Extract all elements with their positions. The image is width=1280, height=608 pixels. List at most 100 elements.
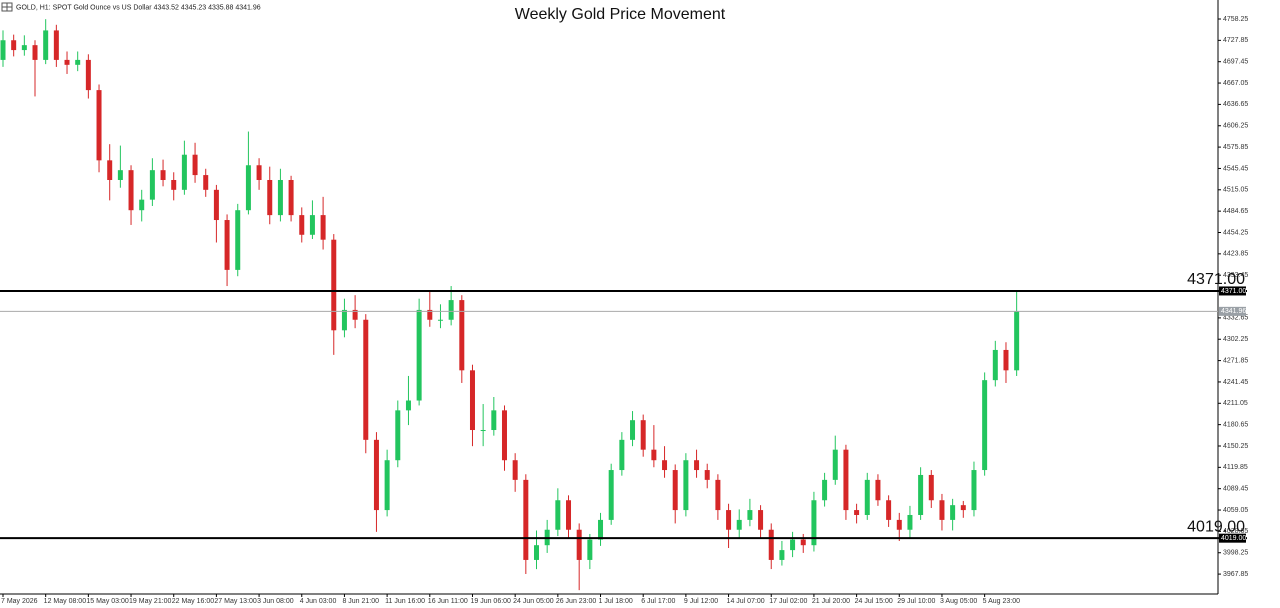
x-tick-label: 8 Jun 21:00 <box>342 598 379 605</box>
candle-body <box>534 545 539 560</box>
y-tick-label: 4089.45 <box>1223 486 1248 493</box>
candle-body <box>256 165 262 180</box>
level-tag <box>1219 286 1246 296</box>
chart-title: Weekly Gold Price Movement <box>515 6 726 23</box>
candle-body <box>960 505 966 511</box>
candle-body <box>779 550 785 560</box>
candle-body <box>566 500 572 530</box>
y-tick-label: 4697.45 <box>1223 59 1248 66</box>
candle-body <box>363 319 369 440</box>
x-tick-label: 9 Jul 12:00 <box>684 598 718 605</box>
candle-body <box>811 500 817 546</box>
candle-body <box>683 460 689 511</box>
candle-body <box>704 470 710 480</box>
x-tick-label: 24 Jul 15:00 <box>855 598 893 605</box>
x-tick-label: 11 Jun 16:00 <box>385 598 425 605</box>
candle-body <box>139 199 145 211</box>
candle-body <box>576 529 582 560</box>
candle-body <box>192 154 198 176</box>
current-price-tag <box>1219 306 1246 316</box>
x-tick-label: 22 May 16:00 <box>172 598 215 605</box>
candle-body <box>790 539 796 551</box>
candle-body <box>672 470 678 511</box>
candle-body <box>277 179 283 216</box>
candle-body <box>107 160 113 180</box>
candle-body <box>149 170 155 200</box>
x-tick-label: 16 Jun 11:00 <box>428 598 468 605</box>
candle-body <box>491 410 497 431</box>
y-tick-label: 4454.25 <box>1223 229 1248 236</box>
candle-body <box>437 319 443 321</box>
candle-body <box>726 510 732 530</box>
candle-body <box>53 30 59 60</box>
candle-body <box>469 370 475 431</box>
y-tick-label: 4515.05 <box>1223 187 1248 194</box>
x-tick-label: 4 Jun 03:00 <box>300 598 337 605</box>
candle-body <box>694 460 700 471</box>
candle-body <box>715 479 721 511</box>
candle-body <box>331 239 337 331</box>
y-tick-label: 4150.25 <box>1223 443 1248 450</box>
candle-body <box>395 410 401 461</box>
candle-body <box>907 514 913 530</box>
candle-body <box>1014 311 1020 371</box>
candle-body <box>235 210 241 270</box>
candle-body <box>480 430 486 432</box>
candle-body <box>747 510 753 520</box>
candle-body <box>43 30 49 60</box>
candle-body <box>555 500 561 530</box>
candle-body <box>736 519 742 530</box>
x-tick-label: 21 Jul 20:00 <box>812 598 850 605</box>
candle-body <box>822 479 828 501</box>
x-tick-label: 3 Aug 05:00 <box>940 598 977 605</box>
y-tick-label: 3998.25 <box>1223 550 1248 557</box>
candle-body <box>630 420 636 440</box>
candle-body <box>213 189 219 221</box>
candle-body <box>662 460 668 471</box>
candle-body <box>758 510 764 530</box>
candle-body <box>864 479 870 515</box>
x-tick-label: 27 May 13:00 <box>214 598 257 605</box>
x-tick-label: 5 Aug 23:00 <box>983 598 1020 605</box>
candle-body <box>448 300 454 320</box>
candle-body <box>886 500 892 520</box>
candle-body <box>128 170 134 211</box>
y-tick-label: 4393.45 <box>1223 272 1248 279</box>
candle-body <box>0 40 6 60</box>
candle-body <box>918 474 924 515</box>
candle-body <box>203 175 209 190</box>
candle-body <box>320 215 326 240</box>
candle-body <box>117 170 123 180</box>
candle-body <box>982 380 988 471</box>
candle-body <box>160 170 166 180</box>
candle-body <box>427 309 433 320</box>
candle-body <box>224 220 230 270</box>
y-tick-label: 4241.45 <box>1223 379 1248 386</box>
y-tick-label: 4180.65 <box>1223 421 1248 428</box>
x-tick-label: 17 Jul 02:00 <box>769 598 807 605</box>
y-tick-label: 4028.65 <box>1223 528 1248 535</box>
x-tick-label: 14 Jul 07:00 <box>727 598 765 605</box>
candle-body <box>181 154 187 190</box>
x-tick-label: 15 May 03:00 <box>86 598 129 605</box>
level-label: 4371.00 <box>1187 271 1245 288</box>
candle-body <box>267 179 273 216</box>
x-tick-label: 19 Jun 06:00 <box>470 598 511 605</box>
candle-body <box>405 400 411 411</box>
level-label: 4019.00 <box>1187 518 1245 535</box>
candle-body <box>64 59 70 65</box>
x-tick-label: 3 Jun 08:00 <box>257 598 294 605</box>
level-tag-label: 4371.00 <box>1221 288 1246 295</box>
candle-body <box>523 479 529 560</box>
level-tag <box>1219 533 1246 543</box>
y-tick-label: 4119.85 <box>1223 464 1248 471</box>
x-tick-label: 19 May 21:00 <box>129 598 172 605</box>
y-tick-label: 4271.85 <box>1223 357 1248 364</box>
y-tick-label: 4059.05 <box>1223 507 1248 514</box>
candle-body <box>768 529 774 560</box>
candle-body <box>288 179 294 216</box>
current-price-label: 4341.96 <box>1221 308 1246 315</box>
